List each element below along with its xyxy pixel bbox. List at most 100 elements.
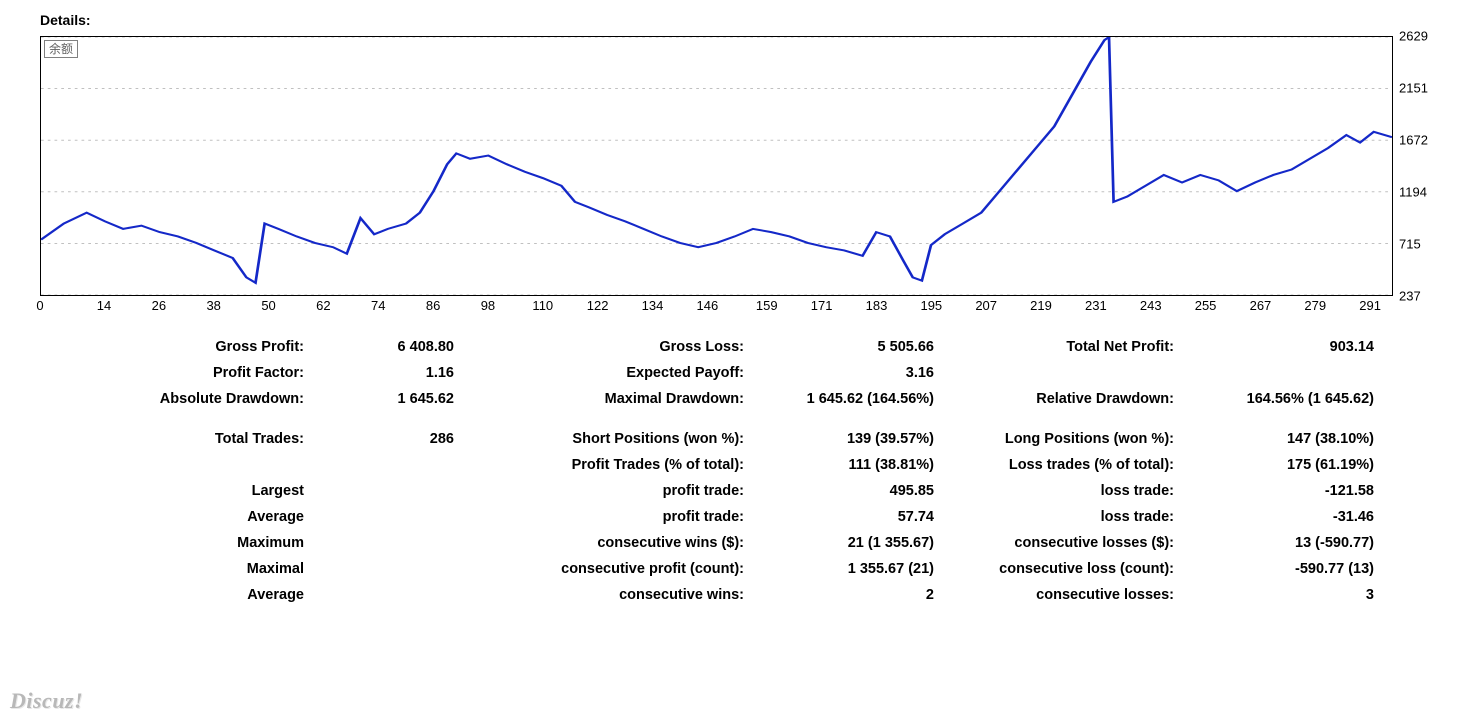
- stat-value: 903.14: [1180, 334, 1380, 360]
- x-tick-label: 38: [206, 298, 220, 313]
- stat-label: [940, 360, 1180, 386]
- stat-label: [40, 452, 310, 478]
- stat-label: Loss trades (% of total):: [940, 452, 1180, 478]
- stats-row: Averageprofit trade:57.74loss trade:-31.…: [40, 504, 1437, 530]
- stat-label: Maximal: [40, 556, 310, 582]
- stat-value: 1 355.67 (21): [750, 556, 940, 582]
- stats-row: Absolute Drawdown:1 645.62Maximal Drawdo…: [40, 386, 1437, 412]
- x-tick-label: 0: [36, 298, 43, 313]
- stats-row: Total Trades:286Short Positions (won %):…: [40, 426, 1437, 452]
- stat-value: 147 (38.10%): [1180, 426, 1380, 452]
- stat-label: Largest: [40, 478, 310, 504]
- y-tick-label: 715: [1399, 237, 1421, 252]
- stat-value: 5 505.66: [750, 334, 940, 360]
- x-tick-label: 134: [642, 298, 664, 313]
- stat-label: profit trade:: [460, 478, 750, 504]
- stat-value: 6 408.80: [310, 334, 460, 360]
- x-tick-label: 122: [587, 298, 609, 313]
- x-tick-label: 291: [1359, 298, 1381, 313]
- stat-value: [310, 556, 460, 582]
- x-tick-label: 74: [371, 298, 385, 313]
- stats-table: Gross Profit:6 408.80Gross Loss:5 505.66…: [40, 334, 1437, 608]
- stat-value: -121.58: [1180, 478, 1380, 504]
- stat-value: 175 (61.19%): [1180, 452, 1380, 478]
- x-tick-label: 98: [481, 298, 495, 313]
- stat-label: Average: [40, 582, 310, 608]
- stat-label: Profit Trades (% of total):: [460, 452, 750, 478]
- x-tick-label: 219: [1030, 298, 1052, 313]
- stat-label: Long Positions (won %):: [940, 426, 1180, 452]
- stats-row: Profit Trades (% of total):111 (38.81%)L…: [40, 452, 1437, 478]
- balance-chart: [41, 37, 1392, 295]
- stat-value: [310, 582, 460, 608]
- y-tick-label: 1194: [1399, 184, 1427, 199]
- x-tick-label: 26: [152, 298, 166, 313]
- y-tick-label: 2151: [1399, 80, 1428, 95]
- y-tick-label: 237: [1399, 289, 1421, 304]
- stat-value: 13 (-590.77): [1180, 530, 1380, 556]
- stat-label: Gross Loss:: [460, 334, 750, 360]
- stat-value: -31.46: [1180, 504, 1380, 530]
- x-tick-label: 207: [975, 298, 997, 313]
- x-tick-label: 243: [1140, 298, 1162, 313]
- y-tick-label: 1672: [1399, 133, 1428, 148]
- stat-value: -590.77 (13): [1180, 556, 1380, 582]
- x-tick-label: 255: [1195, 298, 1217, 313]
- y-tick-label: 2629: [1399, 29, 1428, 44]
- x-tick-label: 279: [1304, 298, 1326, 313]
- stat-value: 139 (39.57%): [750, 426, 940, 452]
- watermark: Discuz!: [10, 688, 83, 714]
- stat-value: 2: [750, 582, 940, 608]
- stat-value: 164.56% (1 645.62): [1180, 386, 1380, 412]
- chart-box: 余额: [40, 36, 1393, 296]
- x-tick-label: 231: [1085, 298, 1107, 313]
- stat-label: Total Trades:: [40, 426, 310, 452]
- stat-value: 1 645.62: [310, 386, 460, 412]
- stat-label: profit trade:: [460, 504, 750, 530]
- y-axis: 2377151194167221512629: [1393, 36, 1437, 296]
- stat-label: consecutive loss (count):: [940, 556, 1180, 582]
- stats-row: Gross Profit:6 408.80Gross Loss:5 505.66…: [40, 334, 1437, 360]
- stat-label: Short Positions (won %):: [460, 426, 750, 452]
- stats-row: Profit Factor:1.16Expected Payoff:3.16: [40, 360, 1437, 386]
- x-tick-label: 62: [316, 298, 330, 313]
- stat-label: Maximal Drawdown:: [460, 386, 750, 412]
- stat-label: consecutive profit (count):: [460, 556, 750, 582]
- stat-label: consecutive losses:: [940, 582, 1180, 608]
- stat-label: Total Net Profit:: [940, 334, 1180, 360]
- stat-label: consecutive wins:: [460, 582, 750, 608]
- stat-value: 1 645.62 (164.56%): [750, 386, 940, 412]
- stat-label: Relative Drawdown:: [940, 386, 1180, 412]
- stat-value: 1.16: [310, 360, 460, 386]
- stat-label: Profit Factor:: [40, 360, 310, 386]
- x-tick-label: 159: [756, 298, 778, 313]
- x-tick-label: 14: [97, 298, 111, 313]
- stat-label: Expected Payoff:: [460, 360, 750, 386]
- x-tick-label: 110: [532, 298, 553, 313]
- stat-label: consecutive wins ($):: [460, 530, 750, 556]
- stats-row: Maximal consecutive profit (count):1 355.…: [40, 556, 1437, 582]
- stat-value: [310, 452, 460, 478]
- x-axis: 0142638506274869811012213414615917118319…: [40, 298, 1393, 316]
- stat-value: [310, 478, 460, 504]
- stat-label: consecutive losses ($):: [940, 530, 1180, 556]
- stat-value: [310, 530, 460, 556]
- stat-value: 57.74: [750, 504, 940, 530]
- x-tick-label: 267: [1250, 298, 1272, 313]
- stat-value: 21 (1 355.67): [750, 530, 940, 556]
- stat-value: 495.85: [750, 478, 940, 504]
- stats-row: Maximum consecutive wins ($):21 (1 355.67…: [40, 530, 1437, 556]
- stat-label: Maximum: [40, 530, 310, 556]
- stat-label: loss trade:: [940, 504, 1180, 530]
- details-title: Details:: [40, 12, 1437, 28]
- stat-value: [1180, 360, 1380, 386]
- stat-label: loss trade:: [940, 478, 1180, 504]
- x-tick-label: 146: [696, 298, 718, 313]
- stat-value: 286: [310, 426, 460, 452]
- stats-row: Average consecutive wins:2consecutive los…: [40, 582, 1437, 608]
- stat-label: Absolute Drawdown:: [40, 386, 310, 412]
- x-tick-label: 183: [866, 298, 888, 313]
- stat-value: 3.16: [750, 360, 940, 386]
- x-tick-label: 86: [426, 298, 440, 313]
- chart-wrapper: 余额 2377151194167221512629: [40, 36, 1437, 296]
